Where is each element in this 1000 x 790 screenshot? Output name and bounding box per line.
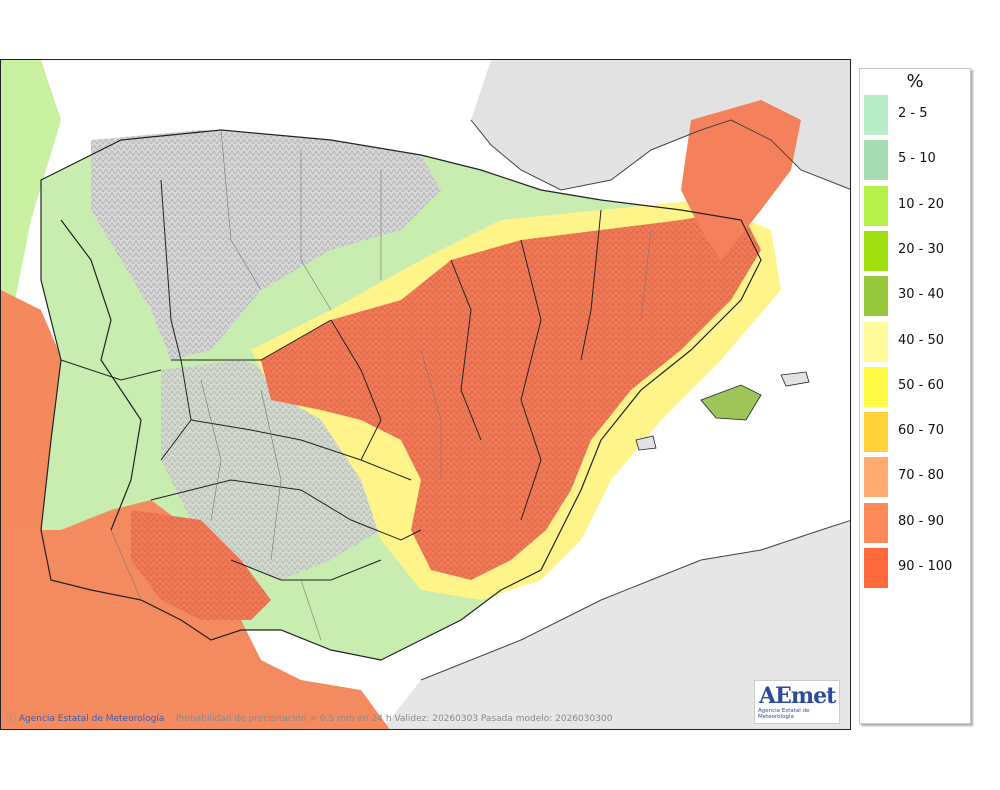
north-relief-zone bbox=[91, 130, 441, 360]
legend-swatch bbox=[864, 230, 888, 271]
precip-high-andalusia bbox=[131, 510, 271, 620]
legend-swatch bbox=[864, 457, 888, 498]
legend-label: 5 - 10 bbox=[898, 151, 936, 167]
legend-label: 10 - 20 bbox=[898, 196, 945, 212]
precipitation-map: ⓒ Agencia Estatal de Meteorología Probab… bbox=[0, 59, 851, 730]
mallorca-island bbox=[700, 384, 762, 421]
region-boundaries bbox=[60, 179, 602, 581]
france-coastline bbox=[470, 119, 850, 191]
legend-label: 30 - 40 bbox=[898, 287, 945, 303]
legend-title: % bbox=[906, 71, 924, 92]
legend-item: 90 - 100 bbox=[860, 548, 970, 588]
legend-item: 2 - 5 bbox=[860, 95, 970, 135]
coastline bbox=[40, 129, 762, 661]
legend-label: 20 - 30 bbox=[898, 241, 945, 257]
portugal-border bbox=[60, 219, 142, 531]
legend-swatch bbox=[864, 321, 888, 362]
legend-swatch bbox=[864, 412, 888, 453]
legend-item: 50 - 60 bbox=[860, 366, 970, 407]
legend-item: 30 - 40 bbox=[860, 276, 970, 317]
precip-high-east bbox=[261, 210, 761, 580]
legend-swatch bbox=[864, 185, 888, 226]
legend-label: 50 - 60 bbox=[898, 377, 945, 393]
legend-swatch bbox=[864, 95, 888, 135]
credit-details: Probabilidad de precipitación > 0.5 mm e… bbox=[175, 714, 613, 724]
aemet-logo: AEmet Agencia Estatal de Meteorología bbox=[754, 680, 840, 724]
africa-land bbox=[382, 520, 850, 729]
copyright-icon: ⓒ bbox=[7, 714, 19, 724]
legend-item: 10 - 20 bbox=[860, 185, 970, 226]
legend-label: 2 - 5 bbox=[898, 106, 928, 121]
legend-item: 70 - 80 bbox=[860, 457, 970, 498]
map-credit: ⓒ Agencia Estatal de Meteorología Probab… bbox=[7, 711, 612, 724]
legend-swatch bbox=[864, 140, 888, 181]
ibiza-island bbox=[635, 435, 657, 451]
credit-agency: Agencia Estatal de Meteorología bbox=[18, 714, 165, 724]
atlantic-precip-red bbox=[1, 290, 71, 580]
logo-wordmark: AEmet bbox=[759, 683, 836, 709]
africa-coastline bbox=[420, 520, 850, 681]
legend-label: 70 - 80 bbox=[898, 468, 945, 484]
menorca-island bbox=[780, 371, 810, 387]
legend-item: 5 - 10 bbox=[860, 140, 970, 181]
legend-label: 80 - 90 bbox=[898, 513, 945, 529]
legend-swatch bbox=[864, 366, 888, 407]
logo-subtitle: Agencia Estatal de Meteorología bbox=[758, 708, 810, 720]
map-canvas bbox=[1, 60, 850, 729]
legend-item: 60 - 70 bbox=[860, 412, 970, 453]
legend-item: 40 - 50 bbox=[860, 321, 970, 362]
legend-label: 90 - 100 bbox=[898, 559, 953, 574]
legend-item: 80 - 90 bbox=[860, 502, 970, 543]
legend-label: 60 - 70 bbox=[898, 423, 945, 439]
legend-swatch bbox=[864, 548, 888, 588]
legend-label: 40 - 50 bbox=[898, 332, 945, 348]
france-land bbox=[471, 60, 850, 190]
legend-swatch bbox=[864, 276, 888, 317]
legend-item: 20 - 30 bbox=[860, 230, 970, 271]
atlantic-precip-halo bbox=[1, 60, 61, 360]
province-boundaries bbox=[110, 129, 652, 641]
legend-panel: % 2 - 5 5 - 10 10 - 20 20 - 30 30 - 40 40 - 5… bbox=[859, 68, 971, 724]
legend-swatch bbox=[864, 502, 888, 543]
